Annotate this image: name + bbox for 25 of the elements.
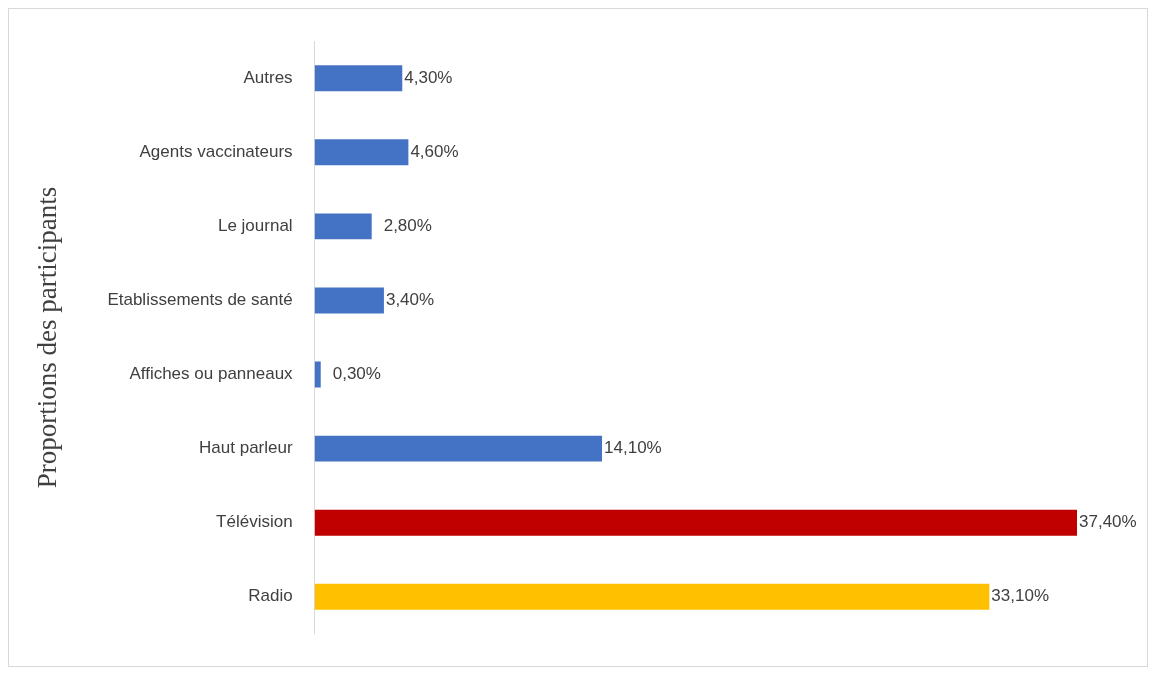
bar: [314, 65, 403, 92]
data-label: 2,80%: [383, 216, 432, 236]
y-axis-title: Proportions des participants: [32, 186, 63, 489]
bar: [314, 583, 990, 610]
y-tick-label: Affiches ou panneaux: [129, 364, 294, 384]
data-label: 0,30%: [332, 364, 381, 384]
y-tick-label: Agents vaccinateurs: [139, 142, 293, 161]
y-tick-label: Télévision: [216, 512, 293, 532]
bar: [314, 435, 603, 462]
data-label: 33,10%: [991, 586, 1050, 606]
y-tick-label: Haut parleur: [199, 438, 293, 458]
data-label: 3,40%: [385, 290, 435, 310]
bar: [314, 361, 321, 388]
bar: [314, 509, 1077, 536]
bar: [314, 213, 372, 240]
bar: [314, 287, 384, 314]
data-label: 4,30%: [404, 67, 453, 87]
data-label: 37,40%: [1079, 512, 1137, 532]
data-label: 4,60%: [410, 142, 459, 161]
y-tick-label: Etablissements de santé: [107, 290, 293, 310]
y-tick-label: Radio: [248, 586, 293, 606]
data-label: 14,10%: [604, 438, 662, 458]
y-tick-label: Autres: [243, 67, 293, 87]
y-tick-label: Le journal: [217, 216, 293, 236]
bar: [314, 139, 409, 166]
